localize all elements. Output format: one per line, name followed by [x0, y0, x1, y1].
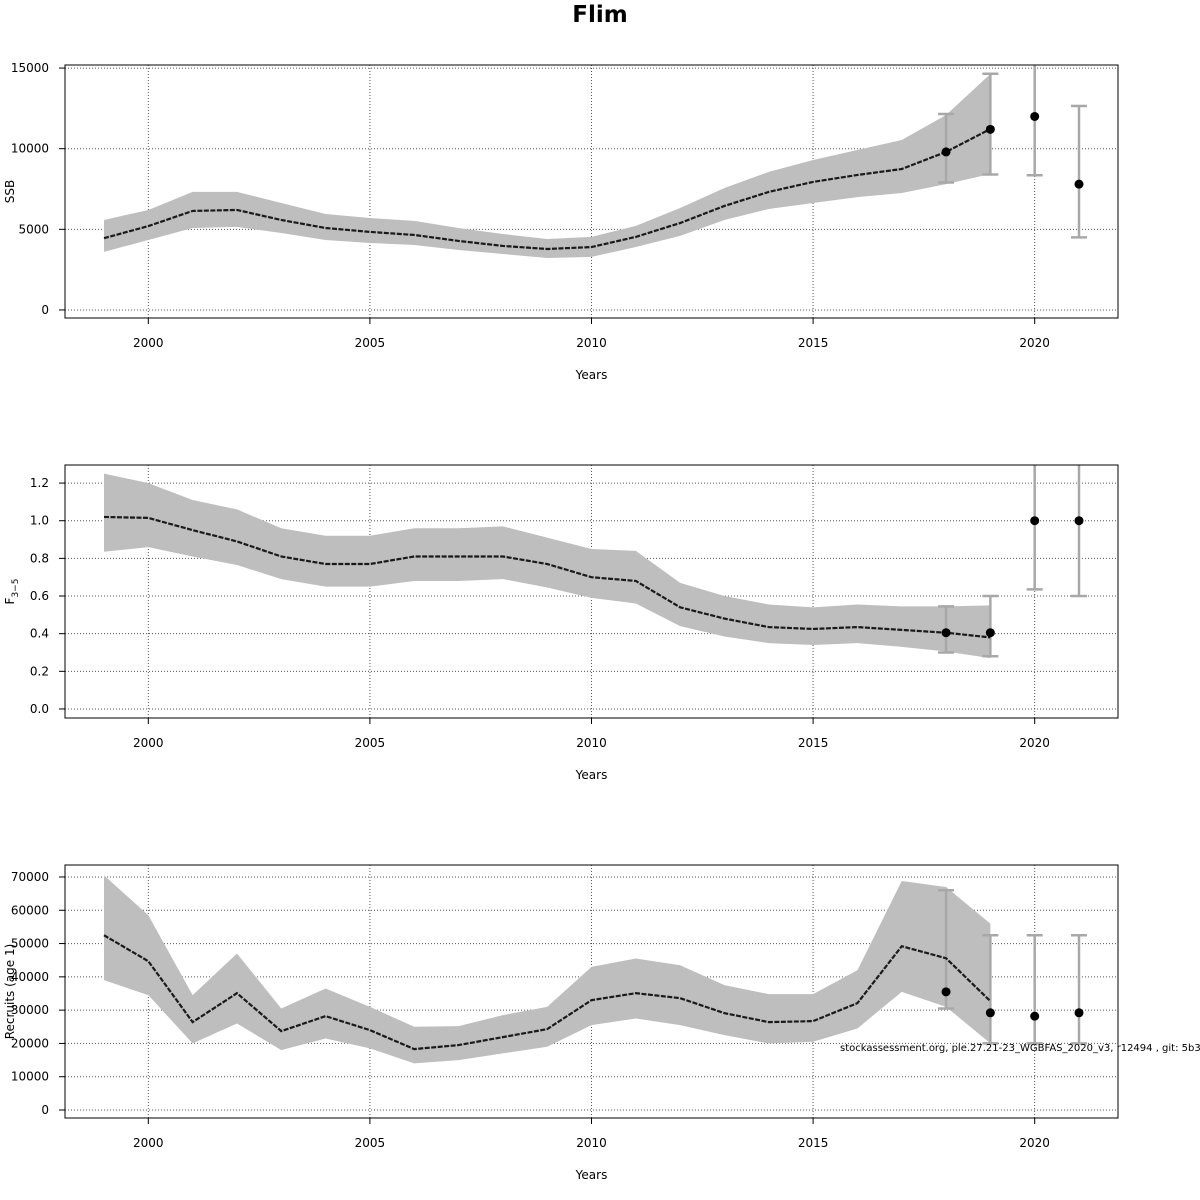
confidence-band — [104, 875, 991, 1064]
chart-title: Flim — [572, 2, 628, 28]
panel-2: 2000 2005 2010 2015 2020 0.0 0.2 0.4 0.6 0.8 1.0 1.… — [3, 464, 1119, 782]
y-tick-label: 0 — [41, 1103, 49, 1117]
data-point — [941, 147, 951, 157]
x-tick-label: 2020 — [1019, 336, 1050, 350]
y-tick-label: 70000 — [11, 870, 49, 884]
x-tick-label: 2005 — [355, 336, 386, 350]
plot-area — [65, 865, 1118, 1118]
plot-area — [65, 465, 1118, 718]
x-tick-label: 2015 — [798, 1136, 829, 1150]
y-tick-label: 20000 — [11, 1036, 49, 1050]
y-axis-label: SSB — [3, 180, 17, 203]
x-tick-label: 2020 — [1019, 1136, 1050, 1150]
y-tick-label: 1.0 — [30, 514, 49, 528]
x-tick-label: 2000 — [133, 1136, 164, 1150]
y-tick-label: 10000 — [11, 142, 49, 156]
x-tick-label: 2010 — [576, 336, 607, 350]
y-tick-label: 0.4 — [30, 627, 49, 641]
plot-area — [65, 65, 1118, 318]
y-tick-label: 40000 — [11, 970, 49, 984]
x-tick-label: 2020 — [1019, 736, 1050, 750]
x-axis-label: Years — [575, 368, 608, 382]
data-point — [985, 628, 995, 638]
estimate-line — [103, 515, 991, 639]
y-tick-label: 15000 — [11, 61, 49, 75]
data-point — [1074, 1008, 1084, 1018]
x-tick-label: 2005 — [355, 1136, 386, 1150]
data-point — [1074, 179, 1084, 189]
footnote: stockassessment.org, ple.27.21-23_WGBFAS… — [840, 1043, 1200, 1054]
y-tick-label: 1.2 — [30, 476, 49, 490]
y-tick-label: 0.6 — [30, 589, 49, 603]
data-point — [985, 1008, 995, 1018]
data-point — [1074, 516, 1084, 526]
panel-1: 2000 2005 2010 2015 2020 0 5000 10000 15000 Years… — [3, 61, 1119, 382]
y-tick-label: 60000 — [11, 903, 49, 917]
x-axis-label: Years — [575, 768, 608, 782]
y-axis-label: Recruits (age 1) — [3, 944, 17, 1040]
y-tick-label: 10000 — [11, 1070, 49, 1084]
data-point — [985, 124, 995, 134]
confidence-band — [104, 74, 991, 259]
x-tick-label: 2000 — [133, 736, 164, 750]
x-tick-label: 2010 — [576, 736, 607, 750]
x-tick-label: 2005 — [355, 736, 386, 750]
x-axis-label: Years — [575, 1168, 608, 1182]
y-tick-label: 0.8 — [30, 551, 49, 565]
y-tick-label: 50000 — [11, 937, 49, 951]
data-point — [1030, 516, 1040, 526]
y-tick-label: 0.2 — [30, 664, 49, 678]
y-tick-label: 5000 — [18, 222, 49, 236]
panel-3: 2000 2005 2010 2015 2020 0 10000 20000 30000 4000… — [3, 864, 1119, 1182]
estimate-line — [103, 934, 992, 1051]
data-point — [941, 987, 951, 997]
confidence-band — [104, 473, 991, 659]
x-tick-label: 2000 — [133, 336, 164, 350]
data-point — [1030, 1011, 1040, 1021]
x-tick-label: 2015 — [798, 336, 829, 350]
y-tick-label: 0 — [41, 303, 49, 317]
y-axis-label: F3−5 — [3, 579, 21, 605]
data-point — [941, 628, 951, 638]
y-tick-label: 0.0 — [30, 702, 49, 716]
y-axis-label-subscript: 3−5 — [11, 579, 21, 598]
x-tick-label: 2010 — [576, 1136, 607, 1150]
y-tick-label: 30000 — [11, 1003, 49, 1017]
data-point — [1030, 111, 1040, 121]
estimate-line — [103, 128, 991, 251]
x-tick-label: 2015 — [798, 736, 829, 750]
